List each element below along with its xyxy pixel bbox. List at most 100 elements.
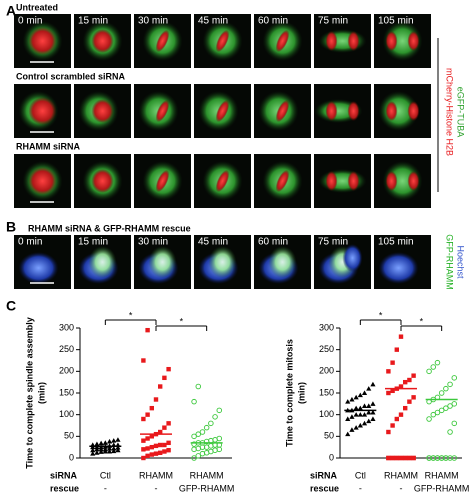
data-point [398, 412, 404, 417]
y-tick-label: 100 [59, 409, 74, 419]
side-label: eGFP-TUBA [456, 87, 466, 138]
cell-signal [382, 21, 423, 61]
data-point [149, 434, 154, 439]
data-point [141, 455, 146, 461]
data-point [451, 420, 458, 427]
cell-signal [155, 99, 170, 123]
significance-bracket [104, 319, 157, 325]
cell-signal [325, 171, 338, 191]
time-label: 75 min [318, 237, 348, 248]
y-tick-label: 0 [329, 452, 334, 462]
y-tick-label: 200 [59, 366, 74, 376]
x-table-value: RHAMM [139, 470, 173, 480]
cell-signal [407, 101, 420, 121]
data-point [353, 412, 359, 417]
cell-signal [268, 246, 297, 278]
data-point [162, 425, 167, 430]
cell-signal [148, 246, 177, 278]
data-point [390, 423, 395, 428]
x-table-value: GFP-RHAMM [179, 483, 235, 493]
data-point [447, 403, 453, 409]
data-point [191, 433, 197, 440]
data-point [158, 429, 163, 435]
data-point [149, 444, 154, 450]
cell-signal [155, 29, 170, 53]
data-point [111, 438, 117, 443]
data-point [386, 369, 391, 374]
time-label: 60 min [258, 237, 288, 248]
data-point [398, 384, 404, 389]
side-label: mCherry-Histone H2B [445, 68, 455, 156]
data-point [106, 438, 113, 444]
data-point [199, 429, 206, 435]
x-table-value: RHAMM [190, 470, 224, 480]
cell-signal [385, 101, 398, 121]
cell-signal [347, 31, 360, 51]
data-point [102, 440, 108, 445]
x-table-value: - [155, 483, 158, 493]
data-point [345, 416, 351, 421]
data-point [451, 401, 458, 407]
data-point [443, 455, 449, 461]
data-point [426, 416, 432, 422]
row-title: Control scrambled siRNA [16, 71, 126, 81]
data-point [149, 452, 154, 457]
significance-bracket [155, 325, 208, 331]
data-point [208, 420, 214, 427]
data-point [158, 442, 163, 448]
row-title: Untreated [16, 2, 58, 12]
y-tick-label: 150 [59, 387, 74, 397]
data-point [430, 411, 437, 418]
data-point [407, 399, 412, 404]
y-axis-label: (min) [36, 382, 46, 404]
time-label: 0 min [18, 237, 42, 248]
x-table-label: siRNA [50, 470, 78, 480]
data-point [111, 445, 117, 451]
data-point [111, 448, 117, 454]
data-point [403, 455, 408, 461]
data-point [102, 446, 108, 452]
data-point [426, 368, 432, 375]
cell-signal [347, 171, 360, 191]
significance-label: * [420, 316, 424, 326]
cell-signal [91, 99, 114, 123]
data-point [162, 442, 167, 448]
data-point [162, 449, 167, 454]
cell-signal [28, 167, 57, 195]
y-tick-label: 50 [324, 431, 334, 441]
cell-signal [378, 91, 419, 131]
significance-label: * [180, 316, 184, 326]
data-point [366, 403, 372, 408]
data-point [145, 453, 150, 459]
data-point [411, 373, 416, 378]
panel-label: B [6, 219, 16, 235]
data-point [145, 327, 150, 333]
side-label: Hoechst [456, 245, 466, 279]
data-point [361, 403, 368, 408]
data-point [166, 421, 171, 426]
data-point [98, 449, 104, 454]
data-point [390, 455, 395, 461]
cell-signal [208, 246, 237, 278]
cell-signal [91, 169, 114, 193]
data-point [353, 405, 359, 411]
data-point [434, 359, 441, 366]
y-tick-label: 250 [59, 344, 74, 354]
data-point [386, 455, 391, 461]
data-point [443, 405, 449, 411]
data-point [106, 445, 113, 451]
data-point [153, 451, 159, 456]
cell-signal [275, 99, 290, 123]
data-point [98, 440, 104, 446]
panel-label: A [6, 3, 16, 19]
data-point [370, 409, 376, 415]
data-point [203, 424, 210, 431]
data-point [90, 451, 96, 456]
data-point [349, 427, 355, 432]
data-point [361, 412, 368, 417]
data-point [145, 412, 150, 417]
data-point [357, 405, 363, 411]
y-tick-label: 150 [319, 387, 334, 397]
data-point [115, 447, 121, 453]
data-point [141, 358, 146, 363]
